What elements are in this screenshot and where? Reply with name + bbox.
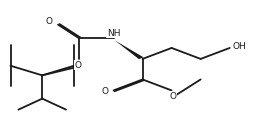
Text: O: O — [169, 92, 176, 101]
Text: O: O — [74, 61, 81, 70]
Text: OH: OH — [233, 42, 247, 51]
Polygon shape — [115, 40, 144, 59]
Text: O: O — [45, 17, 52, 26]
Text: NH: NH — [107, 29, 120, 38]
Text: O: O — [102, 87, 109, 96]
